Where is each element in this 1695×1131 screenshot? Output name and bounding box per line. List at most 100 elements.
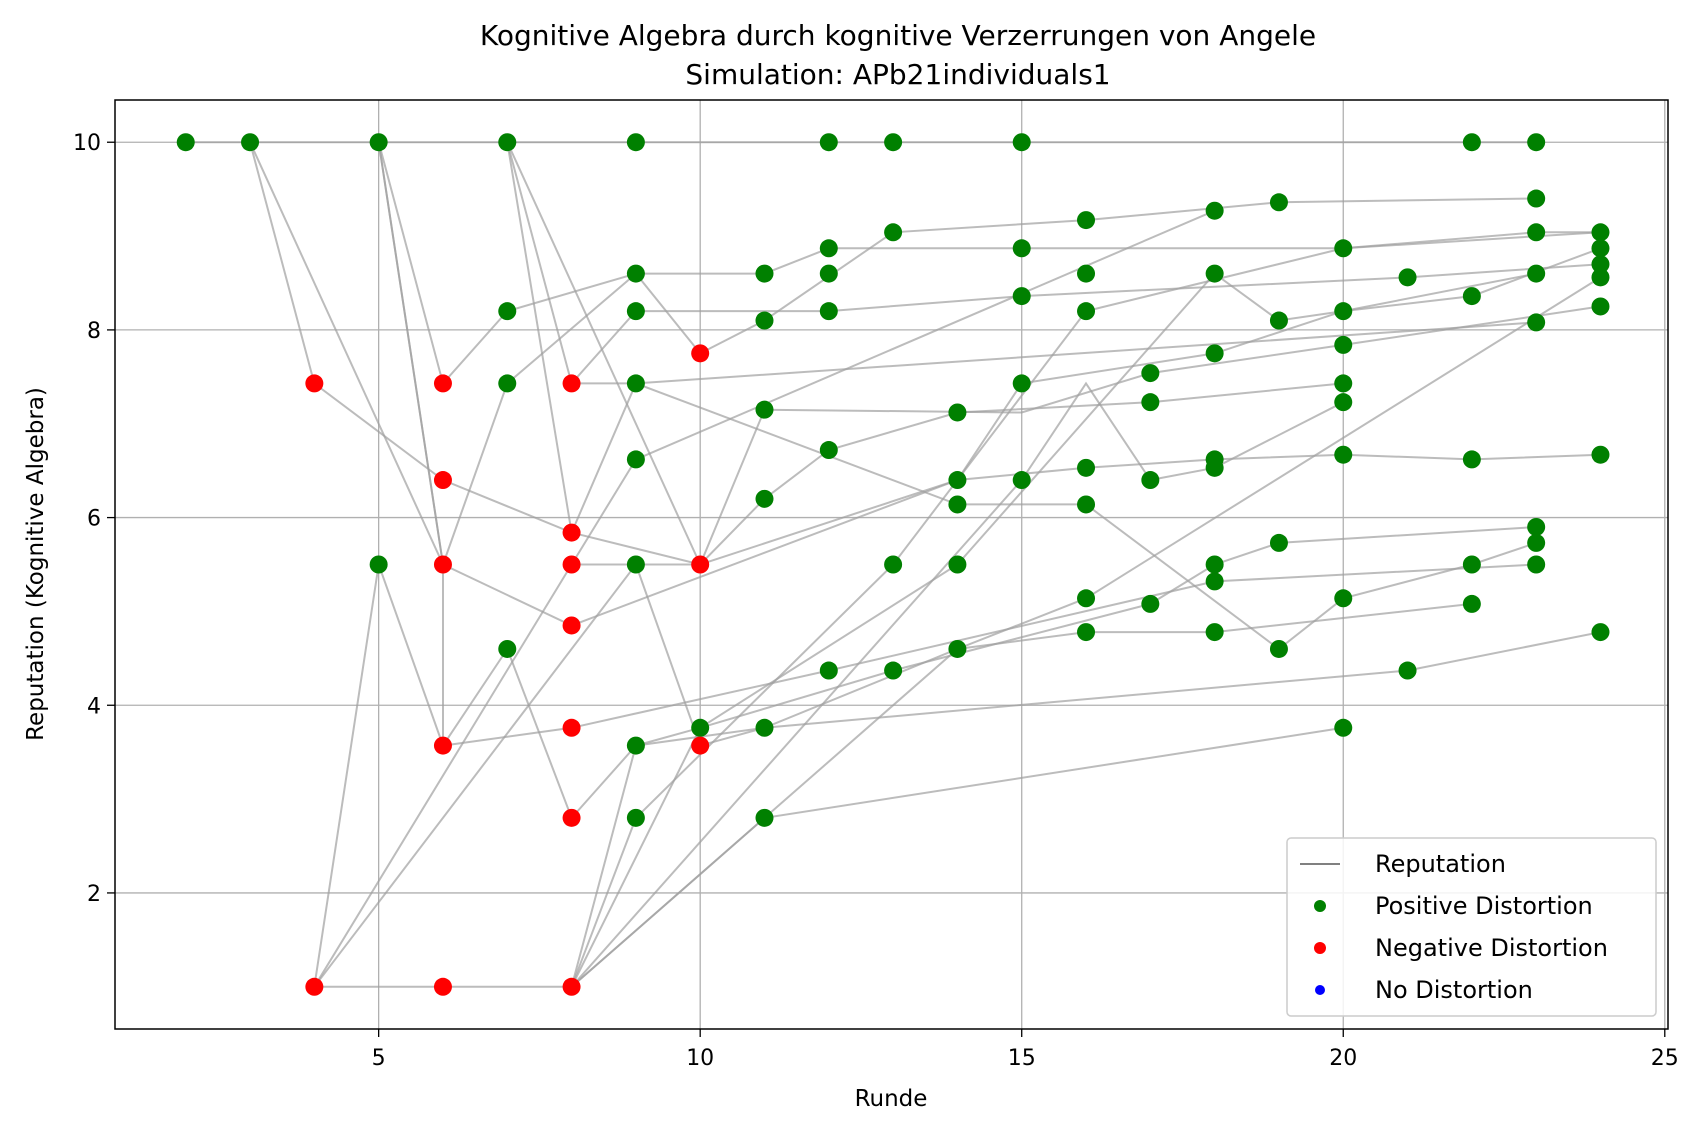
positive-distortion-point (1334, 718, 1353, 737)
positive-distortion-point (1334, 374, 1353, 393)
positive-distortion-point (1077, 264, 1096, 283)
negative-distortion-point (691, 344, 710, 363)
y-axis-label: Reputation (Kognitive Algebra) (23, 387, 49, 741)
positive-distortion-point (626, 264, 645, 283)
positive-distortion-point (884, 661, 903, 680)
negative-distortion-point (433, 374, 452, 393)
positive-distortion-point (176, 133, 195, 152)
positive-distortion-point (1269, 533, 1288, 552)
positive-distortion-point (1269, 193, 1288, 212)
positive-distortion-point (884, 555, 903, 574)
positive-distortion-point (1527, 533, 1546, 552)
legend-label: Negative Distortion (1375, 934, 1608, 962)
positive-distortion-point (755, 808, 774, 827)
positive-distortion-point (948, 471, 967, 490)
legend-label: Positive Distortion (1375, 892, 1593, 920)
negative-distortion-point (562, 374, 581, 393)
positive-distortion-point (819, 302, 838, 321)
positive-distortion-point (1334, 302, 1353, 321)
positive-distortion-point (755, 400, 774, 419)
x-axis-ticks: 5 10 15 20 25 (372, 1029, 1679, 1071)
y-tick-label: 6 (87, 507, 101, 532)
positive-distortion-point (1334, 445, 1353, 464)
chart-title: Kognitive Algebra durch kognitive Verzer… (480, 19, 1316, 52)
positive-distortion-point (1527, 133, 1546, 152)
y-tick-label: 4 (87, 694, 101, 719)
positive-distortion-point (626, 374, 645, 393)
positive-distortion-point (498, 374, 517, 393)
positive-distortion-point (626, 450, 645, 469)
positive-distortion-point (819, 661, 838, 680)
positive-distortion-point (819, 239, 838, 258)
positive-distortion-point (1205, 555, 1224, 574)
reputation-trajectory (570, 247, 1601, 988)
positive-distortion-point (1591, 268, 1610, 287)
y-tick-label: 2 (87, 882, 101, 907)
x-axis-label: Runde (855, 1086, 928, 1112)
legend-marker-swatch (1315, 985, 1325, 995)
positive-distortion-point (1077, 589, 1096, 608)
negative-distortion-point (562, 808, 581, 827)
positive-distortion-point (1205, 623, 1224, 642)
positive-distortion-point (1077, 211, 1096, 230)
positive-distortion-point (1591, 623, 1610, 642)
x-tick-label: 15 (1008, 1046, 1036, 1071)
positive-distortion-point (1462, 594, 1481, 613)
positive-distortion-point (1591, 255, 1610, 274)
positive-distortion-point (1334, 239, 1353, 258)
positive-distortion-point (1334, 589, 1353, 608)
positive-distortion-point (884, 133, 903, 152)
negative-distortion-point (433, 977, 452, 996)
positive-distortion-point (1591, 239, 1610, 258)
positive-distortion-point (241, 133, 260, 152)
positive-distortion-point (1591, 223, 1610, 242)
negative-distortion-point (691, 736, 710, 755)
positive-distortion-point (1462, 555, 1481, 574)
positive-distortion-point (819, 264, 838, 283)
negative-distortion-point (433, 555, 452, 574)
legend-marker-swatch (1314, 942, 1326, 954)
positive-distortion-point (369, 133, 388, 152)
negative-distortion-point (562, 616, 581, 635)
negative-distortion-point (691, 555, 710, 574)
x-tick-label: 25 (1651, 1046, 1679, 1071)
negative-distortion-point (562, 718, 581, 737)
reputation-trajectory (313, 562, 1601, 988)
positive-distortion-point (1141, 471, 1160, 490)
positive-distortion-point (498, 133, 517, 152)
positive-distortion-point (948, 403, 967, 422)
positive-distortion-point (755, 264, 774, 283)
positive-distortion-point (1591, 445, 1610, 464)
y-tick-label: 10 (73, 131, 101, 156)
positive-distortion-point (819, 441, 838, 460)
positive-distortion-point (626, 808, 645, 827)
positive-distortion-point (626, 555, 645, 574)
positive-distortion-point (948, 495, 967, 514)
positive-distortion-point (884, 223, 903, 242)
positive-distortion-point (1269, 639, 1288, 658)
positive-distortion-point (1398, 268, 1417, 287)
data-points (176, 133, 1610, 996)
positive-distortion-point (1141, 393, 1160, 412)
positive-distortion-point (1527, 189, 1546, 208)
reputation-trajectory (313, 382, 1344, 988)
positive-distortion-point (1012, 374, 1031, 393)
positive-distortion-point (626, 133, 645, 152)
positive-distortion-point (1205, 572, 1224, 591)
positive-distortion-point (1527, 313, 1546, 332)
positive-distortion-point (1527, 555, 1546, 574)
positive-distortion-point (1462, 133, 1481, 152)
legend-label: Reputation (1375, 850, 1506, 878)
positive-distortion-point (1077, 623, 1096, 642)
positive-distortion-point (1334, 335, 1353, 354)
positive-distortion-point (1012, 471, 1031, 490)
positive-distortion-point (1205, 201, 1224, 220)
negative-distortion-point (305, 977, 324, 996)
negative-distortion-point (562, 977, 581, 996)
reputation-trajectory (249, 141, 1537, 627)
negative-distortion-point (562, 555, 581, 574)
positive-distortion-point (1334, 393, 1353, 412)
positive-distortion-point (626, 302, 645, 321)
positive-distortion-point (1269, 311, 1288, 330)
